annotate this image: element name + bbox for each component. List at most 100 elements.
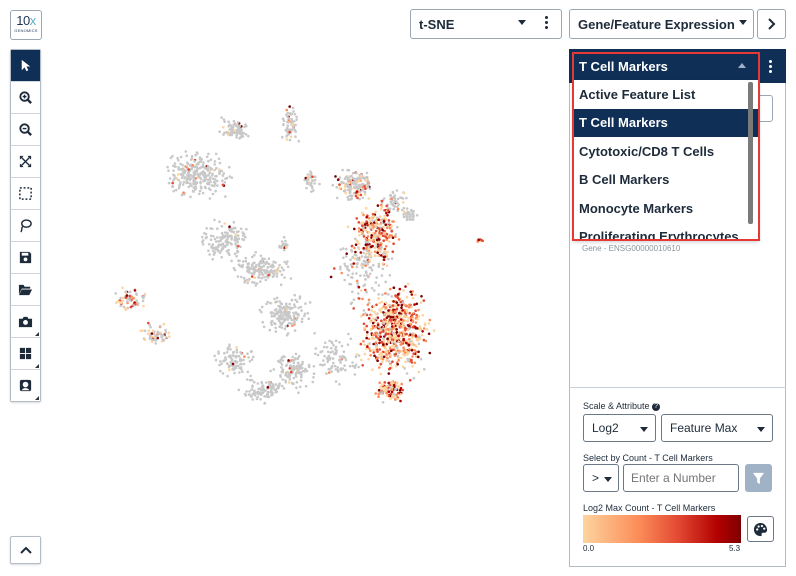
cell-point [198,192,201,196]
cell-point [309,181,313,185]
cell-point [353,227,356,231]
cell-point [210,227,214,231]
cell-point [164,331,168,334]
save-button[interactable] [11,242,40,274]
cell-point [223,352,226,355]
badge-button[interactable] [11,370,40,401]
cell-point [293,320,296,324]
cell-point [250,358,254,361]
cell-point [374,346,378,349]
cell-point [386,312,390,316]
screenshot-button[interactable] [11,306,40,338]
cell-point [363,274,366,277]
cell-point [362,322,366,326]
open-folder-button[interactable] [11,274,40,306]
panel-menu-icon[interactable] [769,60,772,75]
select-tool-button[interactable] [11,50,40,82]
collapse-up-button[interactable] [10,536,41,564]
fit-view-button[interactable] [11,146,40,178]
cell-point [411,365,414,368]
layout-button[interactable] [11,338,40,370]
cell-point [396,207,400,211]
cell-point [357,292,360,295]
cell-point [336,366,339,369]
cell-point [403,354,407,357]
feature-list-select[interactable]: T Cell Markers [579,58,668,74]
cell-point [350,301,354,304]
cell-point [281,355,285,358]
cell-point [394,398,397,401]
cell-point [204,186,207,190]
cell-point [275,310,279,314]
cell-point [286,243,289,247]
expand-panel-button[interactable] [757,9,786,39]
cell-point [232,354,235,357]
cell-point [208,171,212,175]
cell-point [294,352,298,356]
dropdown-scrollbar[interactable] [748,82,753,224]
lasso-icon [20,219,32,233]
cell-point [402,319,405,322]
projection-menu-icon[interactable] [545,16,548,31]
zoom-out-button[interactable] [11,114,40,146]
attribute-select[interactable]: Feature Max [661,414,773,442]
cell-point [371,326,375,330]
dropdown-option[interactable]: Active Feature List [579,86,696,102]
count-input[interactable] [623,464,739,492]
cell-point [241,370,244,374]
cell-point [192,176,195,180]
cell-point [196,152,199,155]
mode-select[interactable]: Gene/Feature Expression [569,9,754,39]
cell-point [387,381,391,385]
colorbar-label: Log2 Max Count - T Cell Markers [583,503,716,513]
cell-point [214,248,218,251]
projection-select[interactable]: t-SNE [410,9,562,39]
cell-point [258,271,262,274]
tsne-scatter-plot[interactable] [95,90,515,430]
cell-point [288,302,291,306]
operator-value: > [592,471,600,485]
cell-point [352,298,356,302]
dropdown-option-selected[interactable]: T Cell Markers [573,108,759,137]
cell-point [383,214,387,218]
cell-point [322,359,325,362]
cell-point [221,246,225,250]
cell-point [401,311,405,314]
operator-select[interactable]: > [583,464,619,492]
cell-point [367,301,371,305]
cell-point [385,353,389,356]
cell-point [393,205,397,208]
cell-point [390,382,394,386]
cell-point [220,225,224,228]
dropdown-option[interactable]: B Cell Markers [579,172,670,188]
box-select-button[interactable] [11,178,40,210]
cell-point [230,228,233,231]
cell-point [233,235,237,238]
lasso-button[interactable] [11,210,40,242]
cell-point [298,371,302,375]
cell-point [272,368,276,371]
scale-select[interactable]: Log2 [583,414,656,442]
cell-point [383,312,387,316]
cell-point [378,353,381,356]
cell-point [397,386,401,389]
cell-point [321,363,324,367]
cell-point [283,327,287,331]
cell-point [362,235,366,238]
dropdown-option[interactable]: Cytotoxic/CD8 T Cells [579,143,715,159]
cell-point [379,335,383,339]
cell-point [305,369,309,373]
dropdown-option[interactable]: Proliferating Erythrocytes [579,229,739,240]
dropdown-option[interactable]: Monocyte Markers [579,200,694,216]
cell-point [238,359,242,363]
apply-filter-button[interactable] [745,464,772,492]
cell-point [365,249,369,253]
cell-point [291,382,294,386]
cell-point [364,312,367,315]
color-palette-button[interactable] [747,516,774,542]
cell-point [221,179,224,182]
cell-point [331,183,335,187]
zoom-in-button[interactable] [11,82,40,114]
cell-point [158,324,162,328]
help-icon[interactable]: ? [652,402,661,411]
